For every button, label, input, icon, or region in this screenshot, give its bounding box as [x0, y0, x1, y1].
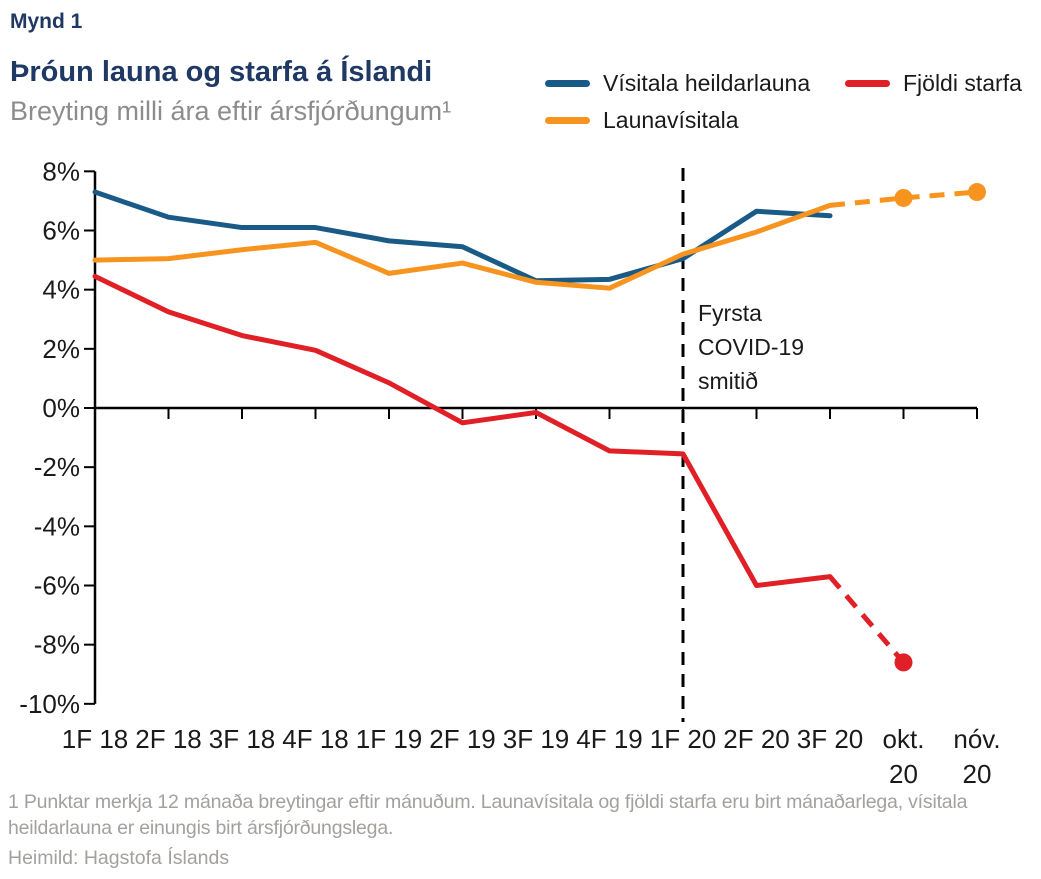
- x-tick-label: 3F 20: [797, 724, 864, 754]
- y-tick-label: 4%: [42, 275, 80, 305]
- y-tick-label: 0%: [42, 393, 80, 423]
- legend-item-fjoldi-starfa: Fjöldi starfa: [845, 68, 1022, 98]
- y-tick-label: 6%: [42, 216, 80, 246]
- legend-item-visitala-heildarlauna: Vísitala heildarlauna: [545, 68, 810, 98]
- source-credit: Heimild: Hagstofa Íslands: [8, 847, 230, 869]
- chart-subtitle: Breyting milli ára eftir ársfjórðungum¹: [10, 96, 452, 126]
- x-tick-label: 2F 18: [135, 724, 202, 754]
- y-tick-label: 8%: [42, 156, 80, 186]
- series-fj-ldi-starfa: [92, 273, 913, 672]
- x-tick-label: okt.: [883, 724, 925, 754]
- legend-label: Fjöldi starfa: [903, 69, 1022, 96]
- legend-label: Launavísitala: [603, 106, 739, 133]
- x-tick-label: 2F 19: [429, 724, 496, 754]
- legend-swatch-red-line: [845, 79, 890, 87]
- page-title: Þróun launa og starfa á Íslandi: [10, 56, 433, 88]
- series-launav-sitala: [92, 183, 986, 291]
- legend-swatch-blue-line: [545, 79, 590, 87]
- x-tick-label: 1F 19: [356, 724, 423, 754]
- data-point-dot: [894, 653, 913, 672]
- x-tick-label: 4F 18: [282, 724, 349, 754]
- x-tick-label: 20: [963, 759, 992, 789]
- footnote: 1 Punktar merkja 12 mánaða breytingar ef…: [8, 791, 968, 839]
- legend-label: Vísitala heildarlauna: [603, 69, 811, 96]
- x-tick-label: 3F 18: [209, 724, 276, 754]
- x-tick-label: 20: [889, 759, 918, 789]
- covid-annotation: Fyrsta COVID-19 smitið: [698, 300, 805, 394]
- axes: [84, 170, 978, 705]
- data-point-dot: [968, 183, 986, 202]
- y-tick-label: 2%: [42, 334, 80, 364]
- y-tick-label: -10%: [19, 689, 80, 719]
- data-point-dot: [894, 188, 913, 207]
- y-tick-label: -8%: [34, 630, 80, 660]
- y-tick-label: -4%: [34, 511, 80, 541]
- figure-label: Mynd 1: [10, 10, 83, 33]
- y-tick-label: -6%: [34, 570, 80, 600]
- x-tick-label: 1F 20: [650, 724, 717, 754]
- x-tick-label: 1F 18: [62, 724, 129, 754]
- axis-labels: 8%6%4%2%0%-2%-4%-6%-8%-10%1F 18 2F 18 3F 1…: [19, 156, 1000, 789]
- legend-swatch-orange-line: [545, 116, 590, 124]
- series-v-sitala-heildarlauna: [92, 189, 833, 284]
- legend-item-launavisitala: Launavísitala: [545, 105, 739, 135]
- x-tick-label: nóv.: [953, 724, 1000, 754]
- x-tick-label: 4F 19: [576, 724, 643, 754]
- x-tick-label: 2F 20: [723, 724, 790, 754]
- y-tick-label: -2%: [34, 452, 80, 482]
- x-tick-label: 3F 19: [503, 724, 570, 754]
